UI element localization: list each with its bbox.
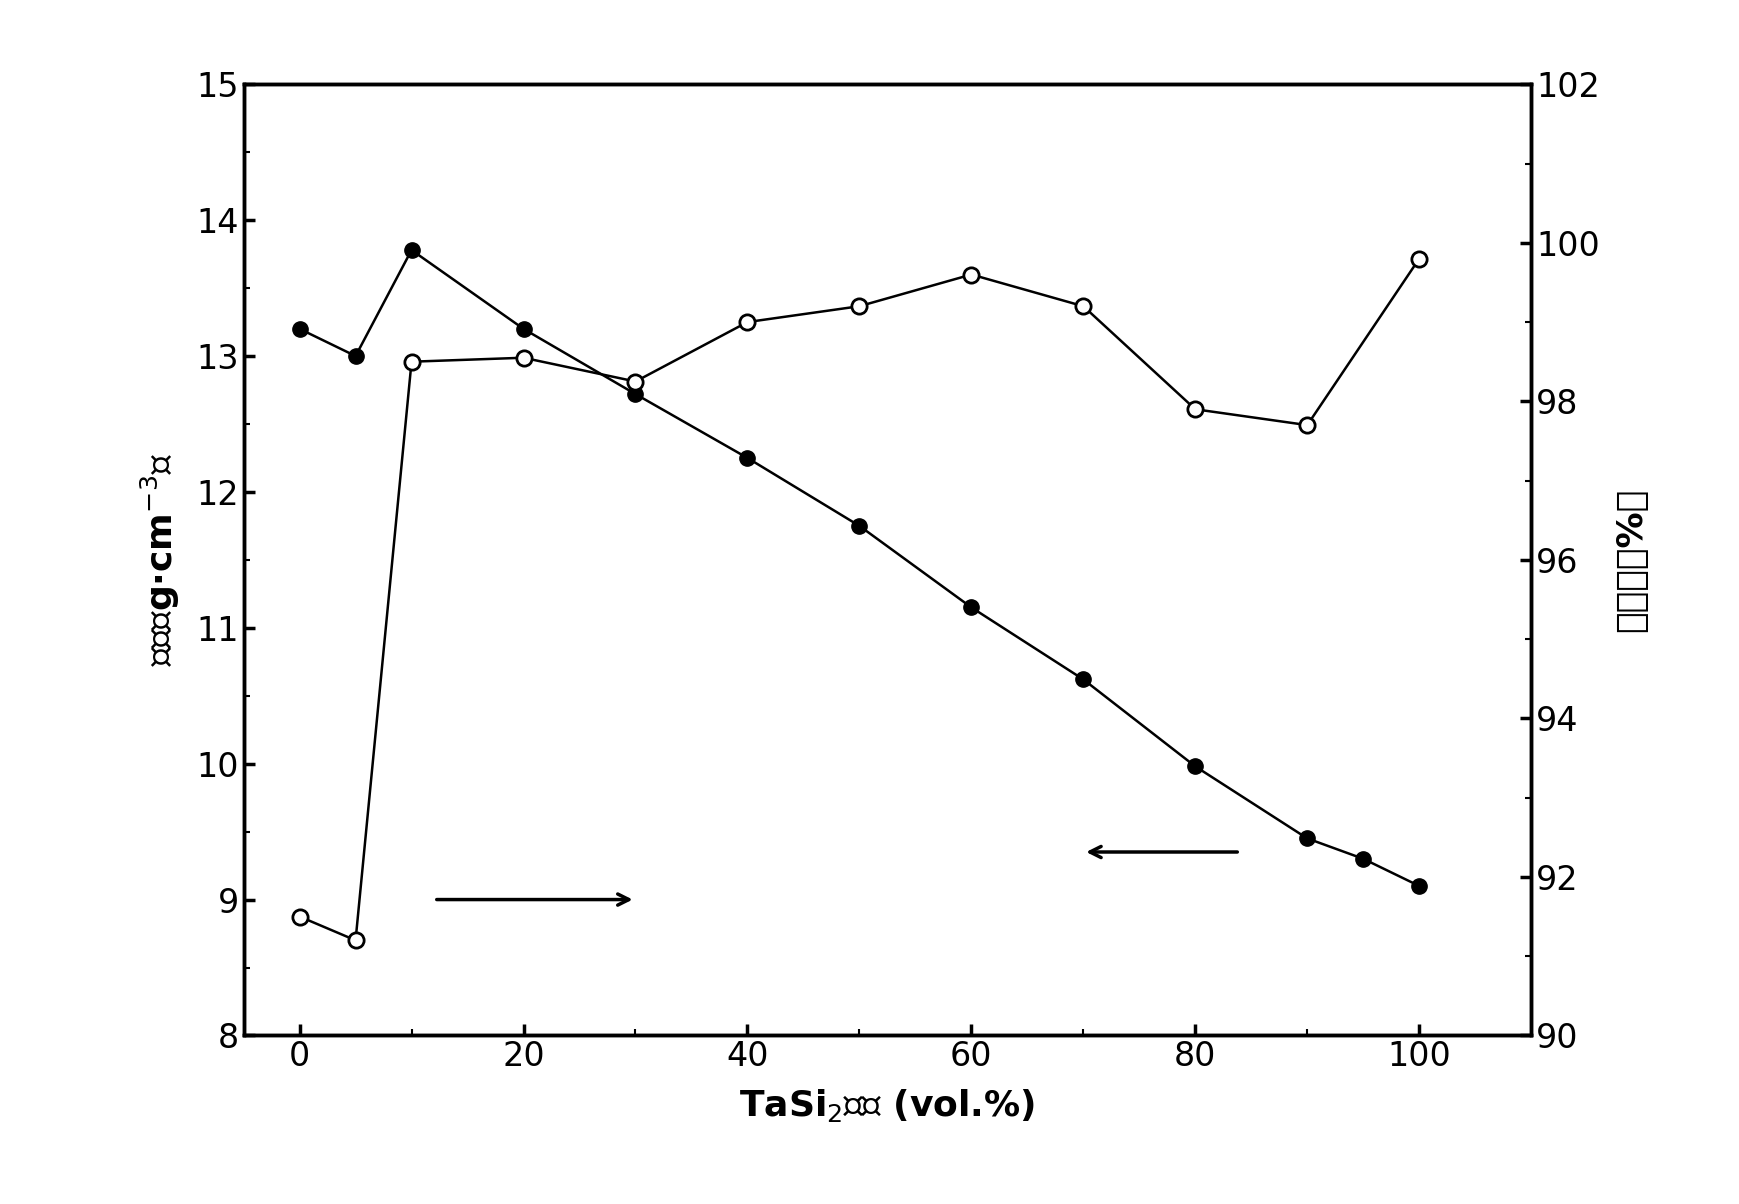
X-axis label: TaSi$_2$含量 (vol.%): TaSi$_2$含量 (vol.%) — [739, 1087, 1035, 1125]
Y-axis label: 密度（g·cm$^{-3}$）: 密度（g·cm$^{-3}$） — [139, 454, 183, 666]
Y-axis label: 致密度（%）: 致密度（%） — [1612, 488, 1647, 632]
